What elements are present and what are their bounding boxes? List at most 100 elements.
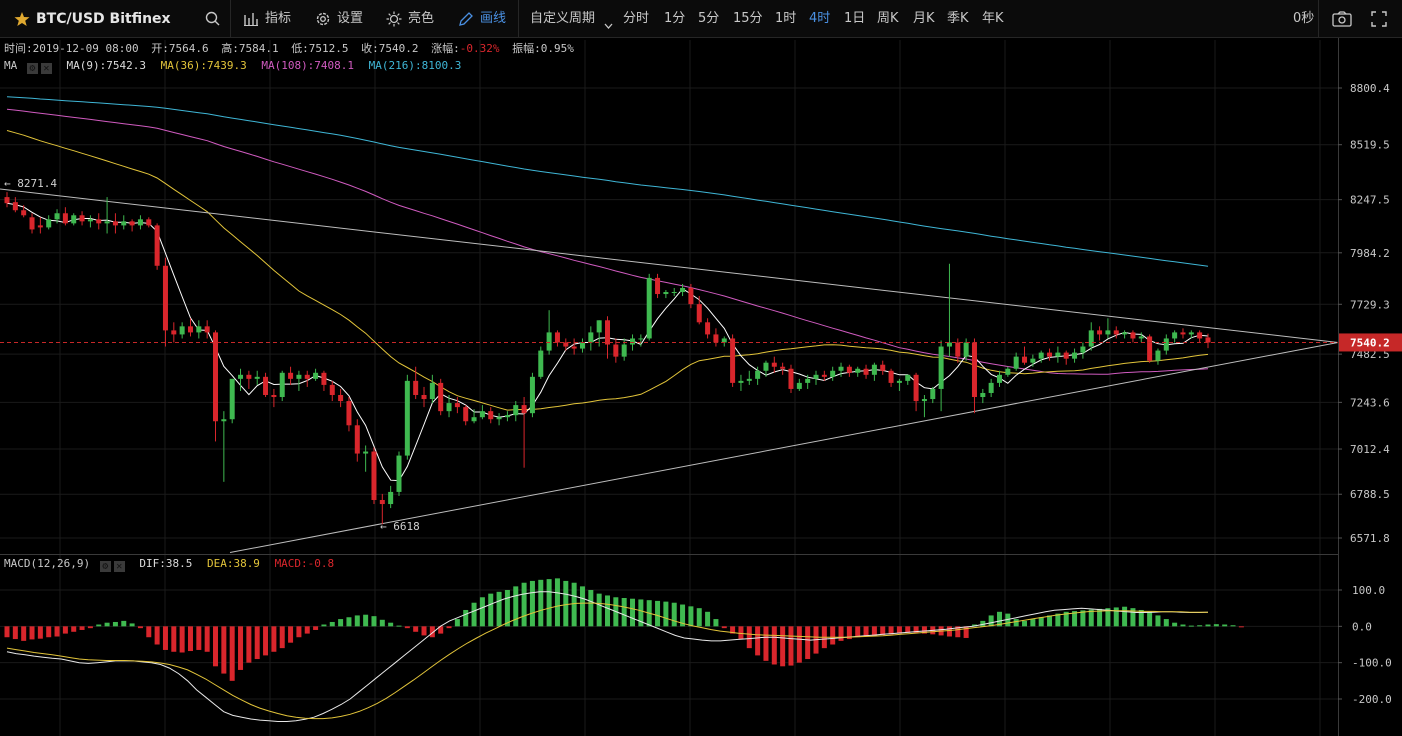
period-1m[interactable]: 1分 [664, 11, 686, 26]
candle-body [763, 362, 769, 371]
candle-body [204, 326, 210, 333]
candle-body [605, 320, 610, 345]
macd-bar [513, 586, 519, 627]
macd-bar [796, 626, 802, 663]
close-icon[interactable]: ✕ [113, 561, 125, 572]
sun-icon [386, 11, 402, 27]
period-year[interactable]: 年K [982, 11, 1004, 26]
macd-tick-label: -100.0 [1352, 657, 1392, 670]
macd-bar [1080, 610, 1086, 627]
candle-body [546, 332, 552, 351]
macd-bar [263, 626, 269, 656]
candle-body [705, 322, 711, 335]
period-month[interactable]: 月K [913, 11, 935, 26]
candle-body [1047, 352, 1053, 357]
search-icon[interactable] [205, 11, 221, 27]
macd-bar [421, 626, 427, 636]
macd-bar [246, 626, 252, 663]
macd-bar [1172, 622, 1178, 627]
candle-body [454, 403, 460, 408]
candle-body [246, 374, 252, 379]
candle-body [946, 342, 952, 347]
gear-icon[interactable]: ⚙ [26, 63, 38, 74]
macd-bar [1197, 625, 1203, 627]
macd-bar [871, 626, 877, 636]
macd-bar [588, 590, 594, 627]
candle-body [87, 219, 93, 222]
period-4h[interactable]: 4时 [809, 11, 831, 26]
ma-legend-label: MA [4, 59, 18, 72]
macd-bar [696, 608, 702, 627]
candle-body [696, 304, 702, 323]
candle-body [613, 344, 619, 357]
candle-body [1172, 332, 1178, 339]
ohlc-close: 收:7540.2 [361, 42, 419, 55]
candle-body [596, 320, 602, 333]
macd-bar [538, 579, 544, 627]
candle-body [980, 392, 986, 398]
candle-body [780, 366, 786, 369]
macd-bar [288, 626, 294, 643]
candle-body [129, 221, 135, 226]
candle-body [288, 372, 294, 379]
macd-bar [1122, 606, 1128, 627]
macd-histogram [4, 578, 1244, 681]
macd-bar [1163, 619, 1169, 627]
dea-value: DEA:38.9 [206, 557, 260, 570]
candle-body [571, 346, 577, 349]
camera-icon[interactable] [1332, 11, 1352, 27]
candle-body [112, 221, 118, 226]
candle-body [104, 221, 110, 224]
candle-body [1038, 352, 1044, 359]
candle-body [404, 380, 410, 456]
macd-bar [571, 582, 577, 627]
period-quarter[interactable]: 季K [947, 11, 969, 26]
macd-tick-label: -200.0 [1352, 693, 1392, 706]
period-1d[interactable]: 1日 [844, 11, 866, 26]
candle-body [229, 378, 235, 420]
period-fenshi[interactable]: 分时 [623, 11, 650, 26]
macd-bar [1005, 613, 1011, 627]
candle-body [162, 265, 168, 331]
macd-bar [488, 593, 494, 627]
candle-body [54, 213, 60, 220]
chevron-down-icon[interactable] [604, 15, 613, 29]
macd-bar [913, 626, 919, 633]
candle-body [1013, 356, 1019, 369]
symbol-title[interactable]: BTC/USD Bitfinex [36, 11, 171, 27]
candle-body [521, 405, 527, 414]
candle-body [880, 364, 886, 371]
resistance-trendline [0, 188, 1339, 343]
star-icon[interactable] [14, 11, 30, 27]
macd-bar [187, 626, 193, 652]
period-5m[interactable]: 5分 [698, 11, 720, 26]
macd-bar [146, 626, 152, 638]
macd-bar [746, 626, 752, 649]
price-chart[interactable]: 8800.48519.58247.57984.27729.37482.57243… [0, 38, 1402, 736]
macd-bar [905, 626, 911, 633]
macd-bar [946, 626, 952, 637]
macd-bar [1230, 625, 1236, 627]
custom-period-dropdown[interactable]: 自定义周期 [530, 11, 596, 26]
macd-bar [996, 611, 1002, 627]
gear-icon[interactable]: ⚙ [99, 561, 111, 572]
ohlc-change-value: -0.32% [459, 42, 500, 55]
close-icon[interactable]: ✕ [40, 63, 52, 74]
macd-bar [638, 599, 644, 627]
macd-bar [21, 626, 27, 641]
period-1h[interactable]: 1时 [775, 11, 797, 26]
candle-body [1147, 336, 1153, 361]
macd-bar [313, 626, 319, 630]
macd-bar [1130, 608, 1136, 627]
price-axis: 8800.48519.58247.57984.27729.37482.57243… [1338, 38, 1402, 736]
candle-body [796, 382, 802, 389]
macd-bar [738, 626, 744, 640]
macd-bar [129, 623, 135, 627]
macd-bar [137, 626, 143, 629]
macd-bar [296, 626, 302, 638]
macd-bar [454, 619, 460, 627]
candle-body [1063, 352, 1069, 359]
period-15m[interactable]: 15分 [733, 11, 763, 26]
period-week[interactable]: 周K [877, 11, 899, 26]
fullscreen-icon[interactable] [1371, 11, 1387, 27]
